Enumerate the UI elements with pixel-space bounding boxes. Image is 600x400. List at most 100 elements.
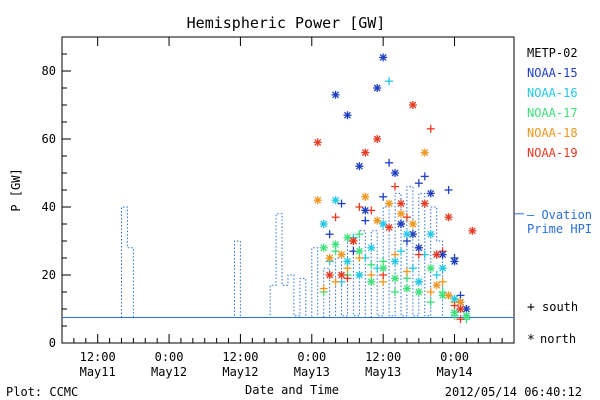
south-point-noaa-16: [408, 264, 417, 273]
y-axis-label: P [GW]: [9, 168, 23, 211]
north-point-noaa-16: [402, 230, 411, 239]
y-tick-label: 40: [42, 200, 56, 214]
north-point-noaa-16: [331, 196, 340, 205]
north-point-noaa-16: [319, 220, 328, 228]
south-point-noaa-15: [379, 192, 388, 201]
north-point-noaa-19: [337, 271, 346, 279]
north-point-noaa-16: [426, 230, 435, 239]
y-tick-label: 80: [42, 64, 56, 78]
south-point-noaa-17: [426, 298, 435, 307]
south-point-noaa-19: [456, 315, 465, 324]
legend-item-noaa-15: NOAA-15: [527, 66, 578, 80]
north-point-noaa-16: [391, 257, 400, 266]
south-point-noaa-18: [331, 277, 340, 286]
south-point-noaa-17: [355, 230, 364, 239]
ovation-label-line2: Prime HPI: [527, 222, 592, 236]
north-point-noaa-18: [313, 196, 322, 205]
south-symbol: +: [527, 300, 535, 315]
south-point-noaa-18: [438, 277, 447, 286]
south-point-noaa-19: [402, 213, 411, 222]
north-point-noaa-19: [444, 213, 453, 222]
north-point-noaa-18: [408, 220, 417, 228]
south-point-noaa-19: [343, 274, 352, 283]
satellite-scatter-series: [313, 53, 477, 324]
north-point-noaa-19: [349, 237, 358, 245]
north-point-noaa-19: [361, 148, 370, 157]
north-point-noaa-17: [426, 264, 435, 273]
x-axis: 12:00May110:00May1212:00May120:00May1312…: [73, 37, 503, 379]
legend-item-noaa-17: NOAA-17: [527, 106, 578, 120]
x-tick-label-date: May14: [436, 365, 472, 379]
north-point-noaa-16: [438, 264, 447, 273]
north-point-noaa-17: [391, 274, 400, 283]
footer-credit: Plot: CCMC: [6, 385, 78, 399]
legend: METP-02 NOAA-15 NOAA-16 NOAA-17 NOAA-18 NOAA-…: [527, 46, 578, 160]
x-tick-label-date: May13: [294, 365, 330, 379]
south-point-noaa-19: [426, 124, 435, 133]
north-point-noaa-18: [337, 250, 346, 259]
south-point-noaa-15: [361, 216, 370, 225]
north-point-noaa-18: [444, 291, 453, 300]
ovation-prime-hpi-series: [62, 186, 524, 318]
legend-item-metp-02: METP-02: [527, 46, 578, 60]
north-point-noaa-19: [420, 199, 429, 208]
north-point-noaa-19: [456, 305, 465, 313]
x-tick-label-date: May13: [365, 365, 401, 379]
north-label: north: [540, 332, 576, 346]
north-point-noaa-15: [343, 111, 352, 120]
symbol-legend-south: + south: [527, 300, 578, 315]
x-axis-label: Date and Time: [245, 383, 339, 397]
north-symbol: *: [527, 333, 535, 348]
north-point-noaa-17: [331, 240, 340, 249]
south-point-noaa-19: [379, 271, 388, 279]
south-point-noaa-19: [355, 203, 364, 211]
north-point-noaa-19: [408, 101, 417, 109]
north-point-noaa-16: [355, 271, 364, 279]
north-point-noaa-15: [391, 169, 400, 177]
south-point-noaa-15: [385, 158, 394, 167]
north-point-noaa-16: [343, 257, 352, 266]
y-tick-label: 60: [42, 132, 56, 146]
north-point-noaa-19: [373, 135, 382, 143]
south-point-noaa-18: [319, 284, 328, 293]
north-point-noaa-17: [367, 277, 376, 286]
x-tick-label-time: 0:00: [440, 350, 469, 364]
north-point-noaa-19: [325, 271, 334, 279]
south-point-noaa-15: [337, 199, 346, 208]
south-point-noaa-18: [343, 264, 352, 273]
north-point-noaa-15: [373, 84, 382, 92]
south-point-noaa-15: [414, 179, 423, 188]
north-point-noaa-17: [462, 311, 471, 320]
north-point-noaa-18: [373, 216, 382, 225]
x-tick-label-time: 12:00: [80, 350, 116, 364]
ovation-hpi-line: [62, 186, 514, 318]
south-point-noaa-18: [426, 288, 435, 296]
north-point-noaa-17: [343, 233, 352, 242]
north-point-noaa-19: [397, 199, 405, 208]
north-point-noaa-15: [379, 53, 388, 62]
south-point-noaa-15: [444, 186, 453, 194]
north-point-noaa-17: [319, 243, 328, 252]
north-point-noaa-17: [355, 247, 364, 256]
south-point-noaa-15: [325, 230, 334, 239]
south-point-noaa-19: [391, 182, 400, 191]
south-point-noaa-18: [379, 277, 388, 286]
north-point-noaa-19: [313, 138, 322, 147]
south-point-noaa-15: [456, 291, 465, 300]
south-point-noaa-16: [385, 77, 394, 86]
south-point-noaa-17: [331, 247, 340, 256]
north-point-noaa-16: [450, 294, 459, 303]
y-tick-label: 20: [42, 268, 56, 282]
south-point-noaa-17: [391, 288, 400, 296]
x-tick-label-date: May11: [80, 365, 116, 379]
north-point-noaa-17: [379, 264, 388, 273]
north-point-noaa-15: [355, 162, 364, 171]
y-axis: 0 20 40 60 80: [42, 36, 71, 350]
x-tick-label-time: 0:00: [297, 350, 326, 364]
north-point-noaa-19: [468, 226, 477, 235]
x-tick-label-time: 0:00: [155, 350, 184, 364]
symbol-legend-north: * north: [527, 332, 576, 348]
north-point-noaa-19: [385, 223, 394, 232]
north-point-noaa-18: [325, 254, 334, 262]
